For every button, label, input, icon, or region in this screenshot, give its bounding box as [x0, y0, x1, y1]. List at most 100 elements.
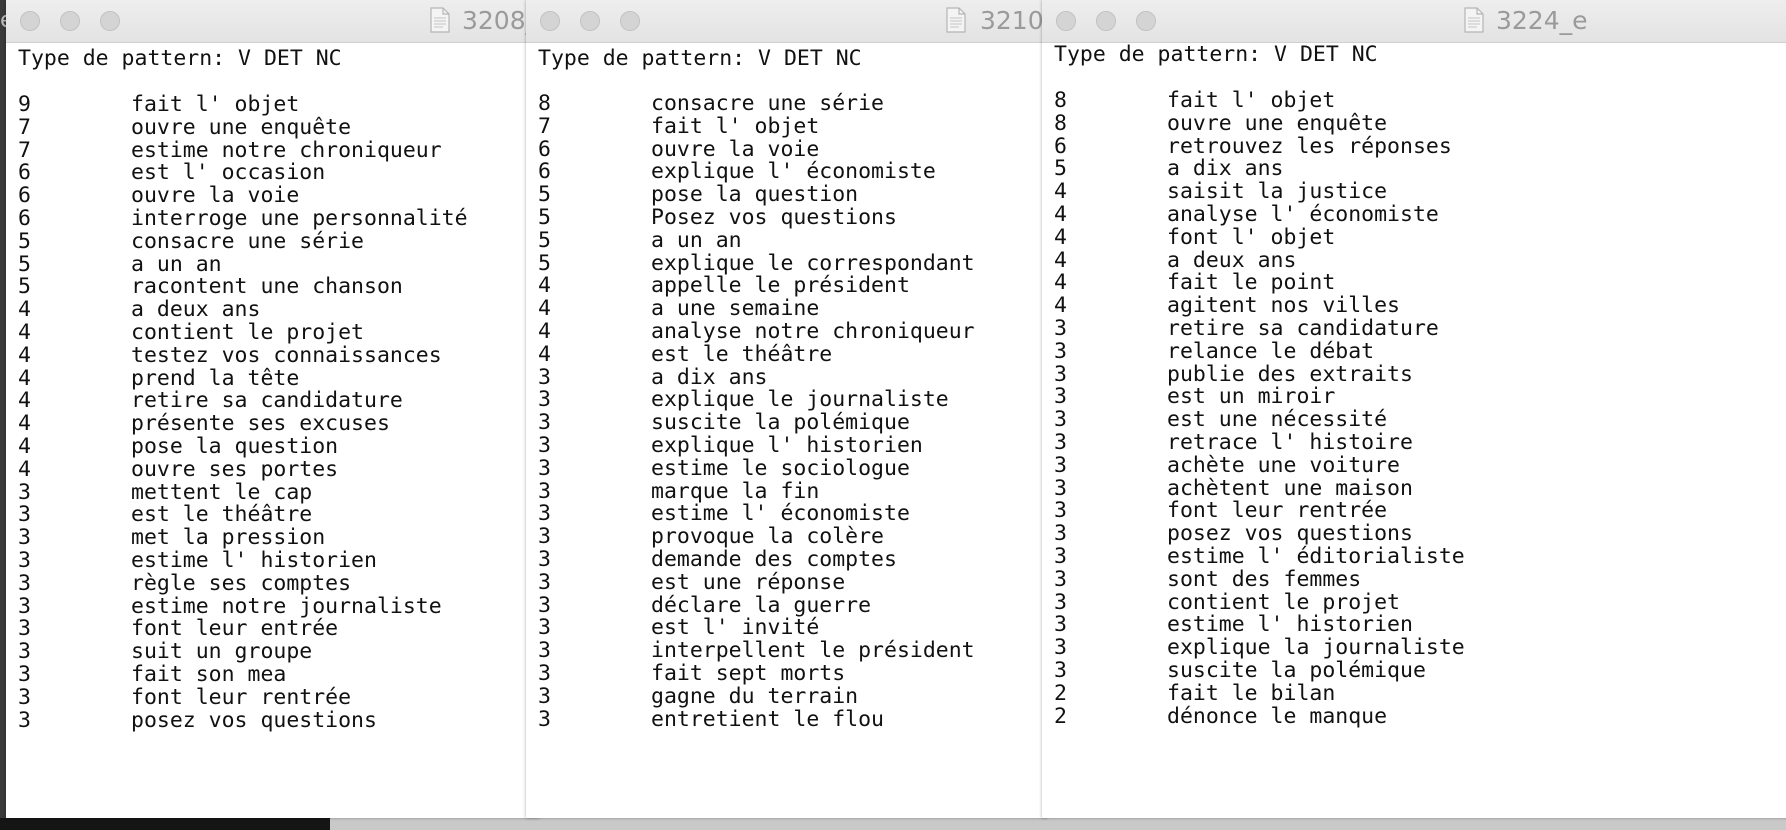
occurrence-count: 4 [18, 365, 31, 391]
minimize-window-button[interactable] [580, 11, 600, 31]
pattern-text: marque la fin [651, 478, 820, 504]
pattern-text: agitent nos villes [1167, 293, 1400, 319]
pattern-text: estime l' économiste [651, 501, 910, 527]
window-titlebar[interactable]: 3224_e [1042, 0, 1786, 43]
close-window-button[interactable] [20, 11, 40, 31]
pattern-text: font l' objet [1167, 224, 1336, 250]
pattern-text: analyse notre chroniqueur [651, 319, 975, 344]
occurrence-count: 5 [538, 250, 551, 276]
occurrence-count: 3 [18, 707, 31, 733]
pattern-text: font leur rentrée [131, 684, 352, 710]
pattern-text: présente ses excuses [131, 411, 390, 437]
pattern-text: fait l' objet [131, 92, 300, 117]
occurrence-count: 3 [538, 683, 551, 709]
document-icon [1464, 7, 1484, 33]
dock-shadow [0, 818, 330, 830]
close-window-button[interactable] [1056, 11, 1076, 31]
occurrence-count: 4 [1054, 247, 1067, 273]
occurrence-count: 3 [1054, 521, 1067, 547]
occurrence-count: 3 [538, 592, 551, 618]
pattern-text: demande des comptes [651, 547, 897, 572]
pattern-text: prend la tête [131, 365, 300, 391]
pattern-text: saisit la justice [1167, 179, 1388, 205]
pattern-text: estime le sociologue [651, 455, 910, 481]
text-window-3224[interactable]: 3224_e Type de pattern: V DET NC 8 fait l… [1042, 0, 1786, 818]
occurrence-count: 5 [538, 182, 551, 208]
occurrence-count: 6 [18, 160, 31, 186]
pattern-text: ouvre une enquête [1167, 110, 1388, 136]
pattern-text: racontent une chanson [131, 274, 403, 300]
occurrence-count: 3 [18, 662, 31, 687]
desktop-bottom-strip [0, 818, 1786, 830]
text-content[interactable]: Type de pattern: V DET NC 8 fait l' objet… [1042, 42, 1786, 818]
pattern-text: consacre une série [131, 228, 364, 254]
occurrence-count: 4 [1054, 293, 1067, 319]
occurrence-count: 3 [1054, 316, 1067, 341]
minimize-window-button[interactable] [1096, 11, 1116, 31]
occurrence-count: 4 [18, 388, 31, 414]
window-titlebar[interactable]: 3210_ [526, 0, 1046, 43]
pattern-text: fait sept morts [651, 661, 846, 686]
text-window-3208[interactable]: 3208_e Type de pattern: V DET NC 9 fait l… [6, 0, 539, 818]
pattern-text: estime notre chroniqueur [131, 137, 442, 163]
window-title: 3208_e [462, 6, 538, 35]
occurrence-count: 3 [538, 615, 551, 641]
occurrence-count: 3 [18, 570, 31, 596]
occurrence-count: 4 [538, 341, 551, 367]
occurrence-count: 4 [1054, 224, 1067, 250]
pattern-text: relance le débat [1167, 338, 1375, 364]
pattern-text: mettent le cap [131, 479, 313, 505]
occurrence-count: 3 [538, 524, 551, 550]
occurrence-count: 5 [18, 251, 31, 277]
occurrence-count: 5 [538, 205, 551, 230]
pattern-text: contient le projet [1167, 589, 1400, 615]
occurrence-count: 3 [1054, 544, 1067, 569]
pattern-text: font leur rentrée [1167, 498, 1388, 524]
occurrence-count: 4 [18, 342, 31, 368]
occurrence-count: 4 [18, 320, 31, 345]
pattern-text: a un an [651, 227, 742, 253]
occurrence-count: 3 [1054, 475, 1067, 501]
pattern-text: sont des femmes [1167, 566, 1362, 592]
pattern-text: suscite la polémique [1167, 658, 1426, 683]
occurrence-count: 3 [1054, 658, 1067, 683]
pattern-text: ouvre la voie [131, 183, 300, 209]
occurrence-count: 4 [538, 296, 551, 322]
pattern-text: fait l' objet [1167, 88, 1336, 113]
document-icon [430, 7, 450, 33]
occurrence-count: 4 [1054, 202, 1067, 227]
occurrence-count: 5 [538, 227, 551, 253]
occurrence-count: 4 [1054, 179, 1067, 205]
zoom-window-button[interactable] [1136, 11, 1156, 31]
occurrence-count: 5 [18, 274, 31, 300]
occurrence-count: 3 [18, 593, 31, 619]
pattern-text: analyse l' économiste [1167, 202, 1439, 227]
pattern-text: ouvre ses portes [131, 456, 339, 482]
text-window-3210[interactable]: 3210_ Type de pattern: V DET NC 8 consacr… [526, 0, 1047, 818]
window-title: 3210_ [980, 6, 1046, 35]
pattern-type-header: Type de pattern: V DET NC [538, 46, 862, 71]
occurrence-count: 3 [538, 706, 551, 732]
occurrence-count: 3 [1054, 498, 1067, 524]
pattern-text: retrace l' histoire [1167, 430, 1413, 455]
occurrence-count: 5 [18, 228, 31, 254]
occurrence-count: 3 [1054, 589, 1067, 615]
pattern-text: estime l' historien [131, 548, 377, 573]
occurrence-count: 3 [1054, 361, 1067, 387]
zoom-window-button[interactable] [100, 11, 120, 31]
text-content[interactable]: Type de pattern: V DET NC 9 fait l' objet… [6, 43, 538, 818]
occurrence-count: 6 [538, 159, 551, 185]
pattern-type-header: Type de pattern: V DET NC [18, 46, 342, 71]
text-content[interactable]: Type de pattern: V DET NC 8 consacre une … [526, 43, 1046, 818]
minimize-window-button[interactable] [60, 11, 80, 31]
pattern-text: a une semaine [651, 296, 820, 322]
occurrence-count: 8 [1054, 88, 1067, 113]
pattern-text: fait son mea [131, 662, 287, 687]
pattern-text: met la pression [131, 525, 326, 551]
pattern-text: a dix ans [651, 364, 768, 390]
pattern-text: ouvre la voie [651, 136, 820, 162]
window-titlebar[interactable]: 3208_e [6, 0, 538, 43]
zoom-window-button[interactable] [620, 11, 640, 31]
close-window-button[interactable] [540, 11, 560, 31]
pattern-text: fait le bilan [1167, 680, 1336, 706]
